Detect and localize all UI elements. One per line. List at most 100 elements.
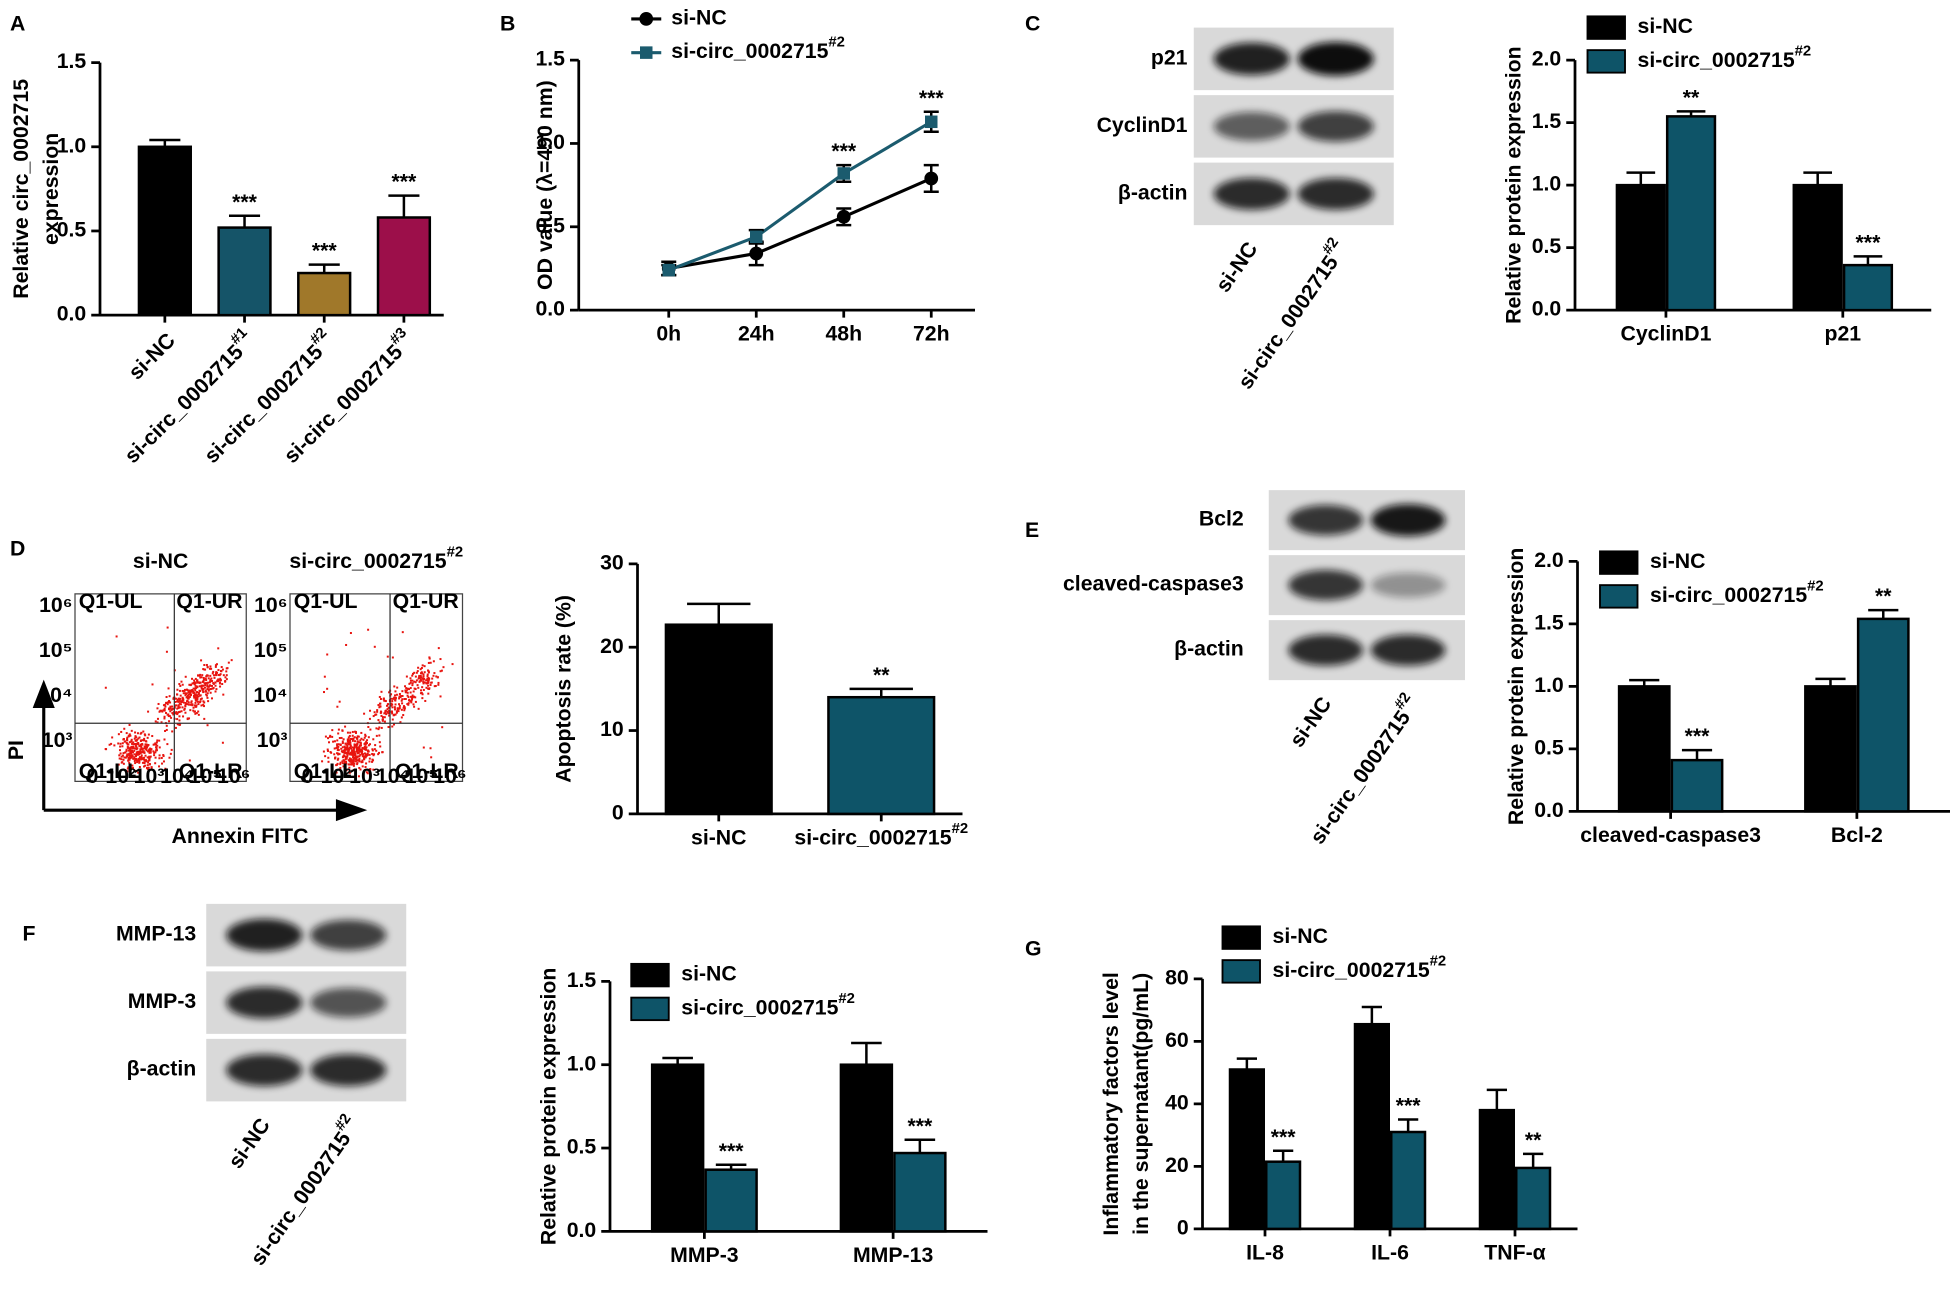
flow-dot: [359, 753, 362, 756]
flow-dot: [129, 750, 132, 753]
flow-dot: [128, 758, 131, 761]
flow-dot: [140, 731, 143, 734]
flow-y-tick: 10⁵: [39, 638, 73, 662]
superscript: #2: [1807, 578, 1824, 594]
flow-dot: [367, 725, 370, 728]
flow-dot: [211, 679, 214, 682]
flow-dot: [395, 710, 398, 713]
flow-dot: [352, 749, 355, 752]
flow-dot: [356, 740, 359, 743]
flow-dot: [149, 751, 152, 754]
flow-dot: [363, 752, 366, 755]
flow-dot: [402, 714, 405, 717]
flow-dot: [358, 741, 361, 744]
flow-dot: [141, 739, 144, 742]
flow-dot: [390, 702, 393, 705]
flow-dot: [426, 673, 429, 676]
flow-dot: [352, 758, 355, 761]
flow-dot: [339, 761, 342, 764]
flow-dot: [336, 705, 339, 708]
flow-dot: [412, 690, 415, 693]
flow-dot: [426, 677, 429, 680]
bar: [297, 271, 352, 317]
flow-dot: [170, 716, 173, 719]
flow-dot: [350, 762, 353, 765]
flow-dot: [380, 711, 383, 714]
significance-label: ***: [1685, 724, 1711, 748]
superscript: #2: [952, 821, 969, 837]
flow-dot: [431, 677, 434, 680]
bar: [1615, 183, 1666, 312]
flow-dot: [377, 719, 380, 722]
flow-dot: [176, 698, 179, 701]
flow-dot: [179, 684, 182, 687]
flow-dot: [174, 726, 177, 729]
flow-dot: [192, 706, 195, 709]
bar: [1842, 263, 1894, 312]
flow-dot: [143, 765, 146, 768]
error-bar: [904, 1138, 936, 1154]
flow-frame: [74, 593, 247, 782]
flow-dot: [135, 742, 138, 745]
flow-dot: [345, 643, 348, 646]
flow-dot: [122, 762, 125, 765]
legend-label: si-NC: [681, 962, 737, 986]
flow-dot: [210, 677, 213, 680]
flow-dot: [193, 710, 196, 713]
flow-dot: [189, 693, 192, 696]
flow-dot: [128, 741, 131, 744]
flow-dot: [341, 762, 344, 765]
flow-dot: [430, 756, 433, 759]
flow-dot: [350, 753, 353, 756]
flow-dot: [209, 674, 212, 677]
flow-dot: [428, 677, 431, 680]
flow-dot: [397, 710, 400, 713]
flow-dot: [132, 766, 135, 769]
flow-dot: [439, 670, 442, 673]
flow-dot: [137, 737, 140, 740]
flow-dot: [433, 685, 436, 688]
flow-dot: [110, 742, 113, 745]
flow-dot: [342, 759, 345, 762]
error-bar: [1486, 1088, 1507, 1111]
flow-dot: [201, 689, 204, 692]
flow-dot: [393, 696, 396, 699]
y-axis-label: in the supernatant(pg/mL): [1129, 973, 1153, 1235]
flow-dot: [356, 737, 359, 740]
flow-dot: [133, 753, 136, 756]
y-axis-label: Relative protein expression: [1502, 46, 1526, 324]
flow-dot: [148, 749, 151, 752]
flow-dot: [156, 739, 159, 742]
flow-dot: [361, 755, 364, 758]
flow-dot: [119, 742, 122, 745]
flow-dot: [105, 748, 108, 751]
significance-label: ***: [1856, 230, 1882, 254]
flow-dot: [364, 743, 367, 746]
flow-dot: [186, 703, 189, 706]
flow-dot: [169, 752, 172, 755]
flow-dot: [335, 746, 338, 749]
flow-dot: [339, 763, 342, 766]
y-tick-label: 0.0: [1534, 798, 1564, 822]
flow-dot: [336, 748, 339, 751]
flow-dot: [419, 674, 422, 677]
flow-x-tick: 0: [87, 764, 99, 788]
flow-dot: [187, 701, 190, 704]
flow-dot: [326, 748, 329, 751]
flow-dot: [170, 705, 173, 708]
flow-dot: [194, 698, 197, 701]
flow-dot: [347, 743, 350, 746]
x-tick-label: cleaved-caspase3: [1580, 823, 1761, 847]
flow-dot: [410, 701, 413, 704]
flow-dot: [221, 741, 224, 744]
flow-dot: [364, 754, 367, 757]
flow-dot: [169, 707, 172, 710]
flow-dot: [398, 704, 401, 707]
y-tick-label: 10: [600, 717, 624, 741]
flow-dot: [206, 696, 209, 699]
flow-dot: [140, 739, 143, 742]
flow-dot: [428, 687, 431, 690]
flow-dot: [130, 745, 133, 748]
error-bar: [228, 214, 261, 228]
